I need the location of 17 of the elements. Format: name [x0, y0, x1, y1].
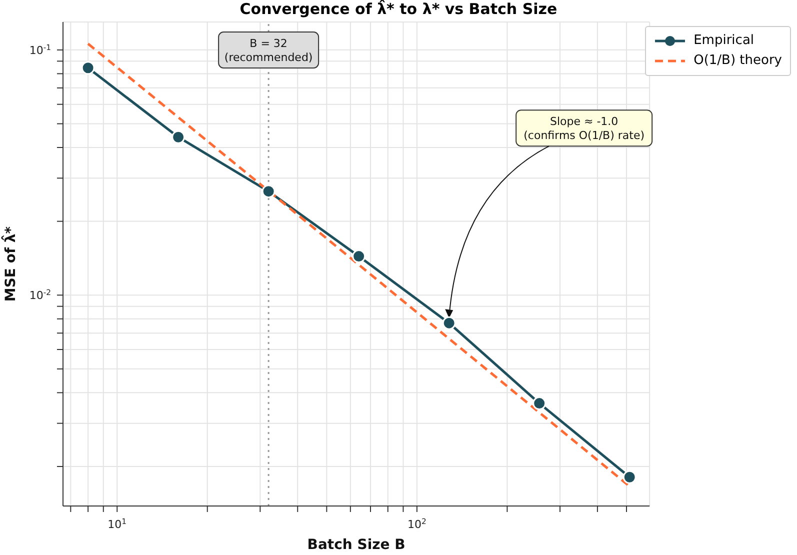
y-axis-title: MSE of λ̂*: [0, 226, 19, 302]
x-tick-label: 10$^{2}$: [407, 516, 426, 531]
annotation: Slope ≈ -1.0 (confirms O(1/B) rate): [524, 115, 645, 142]
point: [532, 396, 546, 410]
point: [622, 470, 636, 484]
legend-label: Empirical: [694, 32, 754, 50]
point: [172, 130, 186, 144]
y-tick-label: 10$^{-1}$: [29, 42, 52, 57]
point: [81, 61, 95, 75]
point: [262, 184, 276, 198]
y-tick-label: 10$^{-2}$: [29, 288, 52, 302]
point: [352, 250, 366, 264]
x-axis-title: Batch Size B: [307, 537, 406, 553]
ref-line-label: B = 32 (recommended): [224, 37, 313, 64]
x-tick-label: 10$^{1}$: [108, 516, 127, 531]
point: [442, 316, 456, 330]
legend-label: O(1/B) theory: [694, 52, 782, 70]
